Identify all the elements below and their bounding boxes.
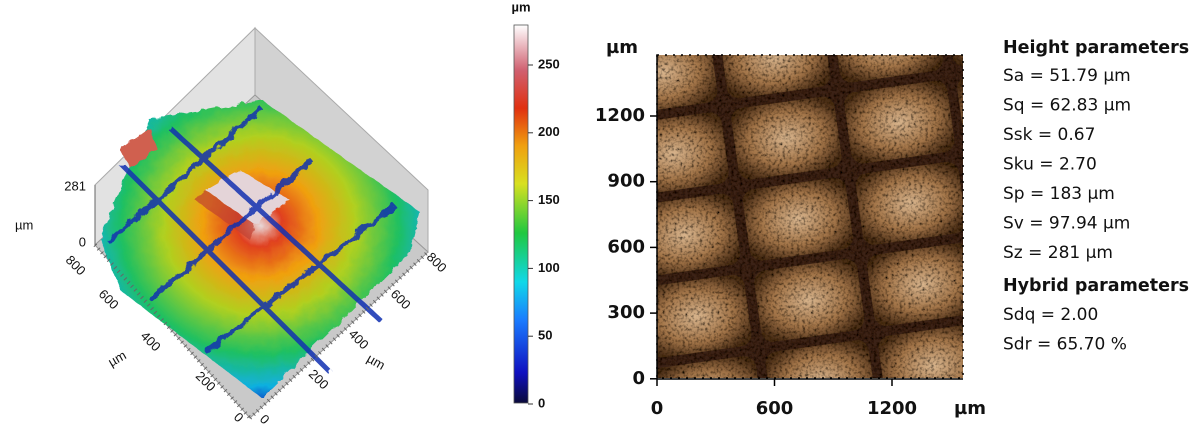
height-title: Height parameters: [1003, 38, 1189, 58]
hybrid-title: Hybrid parameters: [1003, 276, 1189, 296]
height-parameter: Sp = 183 µm: [1003, 184, 1115, 204]
height-parameter: Sv = 97.94 µm: [1003, 214, 1130, 234]
image-2d: µm µm: [606, 37, 986, 419]
x-unit: µm: [954, 398, 986, 419]
left-axis-label: 600: [96, 286, 122, 312]
surface-3d: µm µm µm: [15, 26, 430, 420]
y-unit: µm: [606, 37, 638, 58]
x-tick-label: 600: [756, 398, 794, 419]
left-axis-label: 800: [63, 252, 89, 278]
height-parameter: Sa = 51.79 µm: [1003, 66, 1131, 86]
height-parameter: Sz = 281 µm: [1003, 243, 1113, 263]
micrograph: [657, 55, 963, 378]
y-tick-label: 600: [607, 236, 645, 257]
right-axis-label: 0: [257, 411, 273, 427]
left-axis-label: 400: [138, 328, 164, 354]
y-tick-label: 900: [607, 171, 645, 192]
colorbar-scale: [513, 24, 529, 404]
x-tick-label: 1200: [867, 398, 917, 419]
colorbar-tick-label: 150: [538, 192, 560, 207]
colorbar-tick-label: 0: [538, 395, 545, 410]
right-axis-label: 400: [346, 326, 372, 352]
surface: [100, 100, 420, 398]
z-label: 281: [64, 178, 86, 193]
hybrid-parameter: Sdr = 65.70 %: [1003, 335, 1127, 355]
x-tick-label: 0: [651, 398, 664, 419]
y-tick-label: 1200: [595, 105, 645, 126]
height-parameter: Sq = 62.83 µm: [1003, 96, 1131, 116]
colorbar-tick-label: 250: [538, 56, 560, 71]
parameters: Height parameters Hybrid parameters: [1003, 38, 1189, 296]
height-parameter: Sku = 2.70: [1003, 155, 1097, 175]
left-unit: µm: [105, 347, 128, 369]
z-label: 0: [79, 234, 86, 249]
colorbar-tick-label: 200: [538, 124, 560, 139]
right-unit: µm: [364, 351, 387, 373]
y-tick-label: 300: [607, 302, 645, 323]
right-axis-label: 600: [388, 286, 414, 312]
height-parameter: Ssk = 0.67: [1003, 125, 1095, 145]
z-unit: µm: [15, 217, 33, 232]
colorbar-tick-label: 100: [538, 260, 560, 275]
colorbar-unit: µm: [511, 0, 530, 14]
colorbar-tick-label: 50: [538, 328, 552, 343]
right-axis: [248, 250, 430, 420]
y-tick-label: 0: [632, 368, 645, 389]
colorbar: µm: [511, 0, 531, 404]
right-axis-label: 800: [424, 249, 450, 275]
left-axis-label: 0: [231, 409, 247, 425]
hybrid-parameter: Sdq = 2.00: [1003, 305, 1098, 325]
